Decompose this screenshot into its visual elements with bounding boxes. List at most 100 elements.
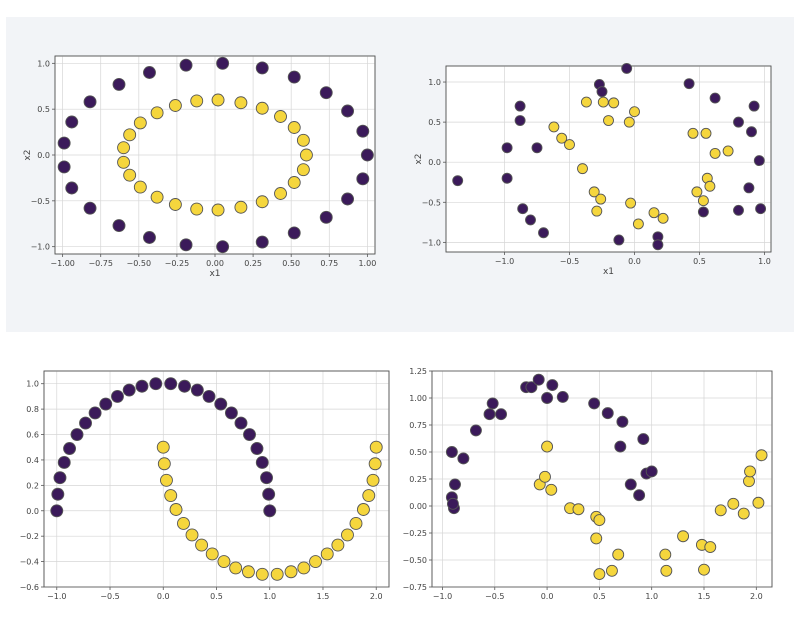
class1-point (657, 212, 669, 224)
x-tick-label: 1.0 (263, 592, 276, 601)
x-tick-label: −0.25 (165, 259, 190, 268)
class0-point (83, 95, 97, 109)
class1-point (150, 190, 164, 204)
class0-point (57, 136, 71, 150)
class1-point (605, 564, 618, 577)
class0-point (143, 231, 156, 244)
noisy-circles-scatter-plot: −1.0 −0.5 0.0 0.5 1.0 −1.0 −0.5 0.0 0.5 1.0 x1 x2 (414, 62, 772, 277)
class1-point (737, 507, 750, 520)
class0-point (341, 104, 355, 118)
class0-point (79, 416, 92, 430)
class1-point (541, 440, 554, 453)
class1-point (366, 473, 380, 487)
class0-point (88, 406, 102, 420)
class0-point (541, 392, 554, 404)
plot-frame (431, 370, 773, 588)
class1-point (697, 195, 709, 207)
x-tick-label: 0.0 (157, 592, 170, 601)
class0-point (70, 428, 84, 441)
class0-point (51, 487, 65, 501)
class1-point (369, 440, 383, 454)
y-tick-label: 0.5 (37, 105, 50, 114)
y-tick-label: −0.2 (20, 532, 39, 541)
class1-point (580, 96, 592, 108)
x-axis-label: x1 (209, 269, 220, 279)
class1-point (548, 121, 560, 133)
x-tick-label: 0.25 (244, 259, 262, 268)
class0-point (449, 478, 461, 491)
class1-point (356, 503, 370, 516)
class0-point (514, 100, 526, 112)
class1-point (211, 93, 225, 107)
y-tick-label: 0.5 (428, 118, 441, 127)
class1-point (255, 195, 269, 209)
class0-point (143, 66, 156, 79)
class0-point (532, 373, 545, 386)
class0-point (588, 397, 601, 410)
class1-point (331, 538, 345, 552)
class0-point (202, 389, 216, 403)
class1-point (572, 503, 585, 516)
class0-point (709, 92, 721, 104)
y-tick-label: −0.4 (20, 558, 39, 567)
class1-point (698, 563, 710, 576)
class0-point (538, 227, 549, 239)
class1-point (133, 116, 147, 130)
x-tick-label: 0.50 (282, 259, 300, 268)
class0-point (614, 440, 627, 453)
class1-point (704, 541, 717, 553)
class1-point (648, 207, 660, 219)
class0-point (178, 379, 192, 393)
y-tick-label: 0.8 (26, 405, 39, 414)
class0-point (112, 219, 126, 233)
class1-point (287, 176, 301, 189)
x-tick-label: −1.0 (47, 592, 66, 601)
class1-point (164, 489, 178, 502)
class1-point (168, 99, 182, 112)
class1-point (190, 94, 204, 108)
class0-point (255, 61, 269, 75)
class1-point (160, 473, 173, 487)
class0-point (255, 235, 269, 249)
class0-point (356, 172, 370, 186)
class1-point (752, 496, 765, 509)
class0-point (753, 155, 765, 167)
class0-point (624, 478, 637, 491)
class0-point (446, 497, 459, 510)
y-tick-label: −0.5 (422, 198, 441, 207)
class0-point (645, 465, 658, 478)
class1-point (255, 101, 269, 115)
class0-point (53, 471, 67, 485)
plot-frame (43, 370, 390, 588)
class0-point (65, 181, 79, 195)
class1-point (556, 132, 568, 144)
class1-point (195, 538, 209, 552)
class1-point (234, 200, 248, 214)
class1-point (603, 115, 614, 126)
class1-point (217, 555, 231, 569)
class1-point (190, 202, 204, 216)
class0-point (287, 70, 301, 84)
class0-point (63, 442, 77, 455)
class0-point (356, 124, 370, 138)
class0-point (733, 116, 744, 128)
class1-point (133, 180, 147, 194)
class1-point (629, 106, 640, 118)
class1-point (157, 457, 171, 471)
class0-point (755, 203, 767, 215)
x-tick-label: 2.0 (370, 592, 383, 601)
class1-point (564, 139, 575, 151)
class0-point (149, 377, 163, 391)
class0-point (83, 201, 97, 215)
class0-point (697, 206, 709, 218)
x-tick-label: −1.0 (433, 592, 452, 601)
x-tick-label: 0.0 (628, 257, 641, 266)
class0-point (214, 397, 228, 411)
class0-point (57, 456, 71, 469)
y-tick-label: −0.25 (402, 529, 427, 538)
class1-point (700, 127, 712, 139)
class1-point (691, 186, 703, 198)
class1-point (255, 567, 269, 581)
class0-point (596, 86, 608, 98)
class1-point (299, 148, 313, 162)
